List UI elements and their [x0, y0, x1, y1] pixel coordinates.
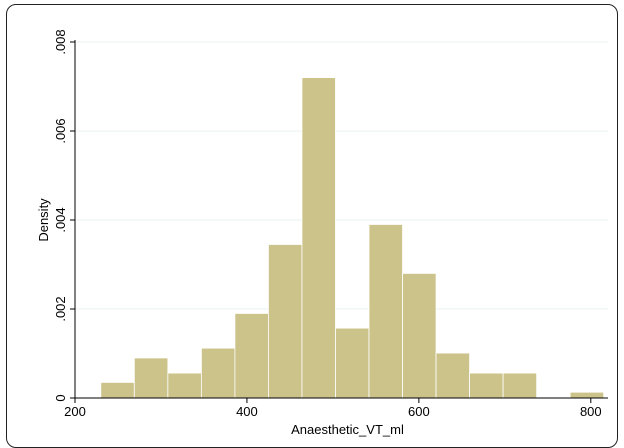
histogram-bar-12 [502, 372, 538, 399]
histogram-bar-13 [569, 391, 605, 399]
axes [74, 40, 608, 399]
x-tick-label-0: 200 [64, 404, 86, 419]
grid-lines [75, 41, 608, 310]
tick-marks: 0 .002 .004 .006 .008 200 400 600 800 [53, 29, 602, 419]
y-tick-label-4: .008 [53, 29, 68, 54]
y-tick-label-3: .006 [53, 118, 68, 143]
histogram-bar-4 [234, 313, 269, 399]
y-tick-label-2: .004 [53, 207, 68, 232]
x-tick-label-1: 400 [236, 404, 258, 419]
y-tick-label-1: .002 [53, 296, 68, 321]
histogram-bar-6 [301, 77, 336, 399]
histogram-bar-11 [469, 372, 504, 399]
histogram-bar-5 [268, 244, 303, 399]
histogram-bar-7 [335, 327, 370, 399]
histogram-bar-8 [368, 224, 403, 399]
histogram-bar-2 [167, 372, 202, 399]
histogram-bar-3 [200, 347, 236, 399]
histogram-bar-1 [133, 357, 169, 399]
y-axis-title: Density [36, 198, 51, 242]
x-tick-label-3: 800 [580, 404, 602, 419]
x-axis-title: Anaesthetic_VT_ml [291, 422, 404, 437]
histogram-bars [100, 77, 605, 399]
x-tick-label-2: 600 [408, 404, 430, 419]
histogram-bar-9 [402, 272, 437, 399]
y-tick-label-0: 0 [53, 394, 68, 401]
histogram-chart: 0 .002 .004 .006 .008 200 400 600 800 Density An… [36, 29, 608, 437]
histogram-bar-10 [435, 352, 470, 399]
histogram-bar-0 [100, 382, 135, 399]
